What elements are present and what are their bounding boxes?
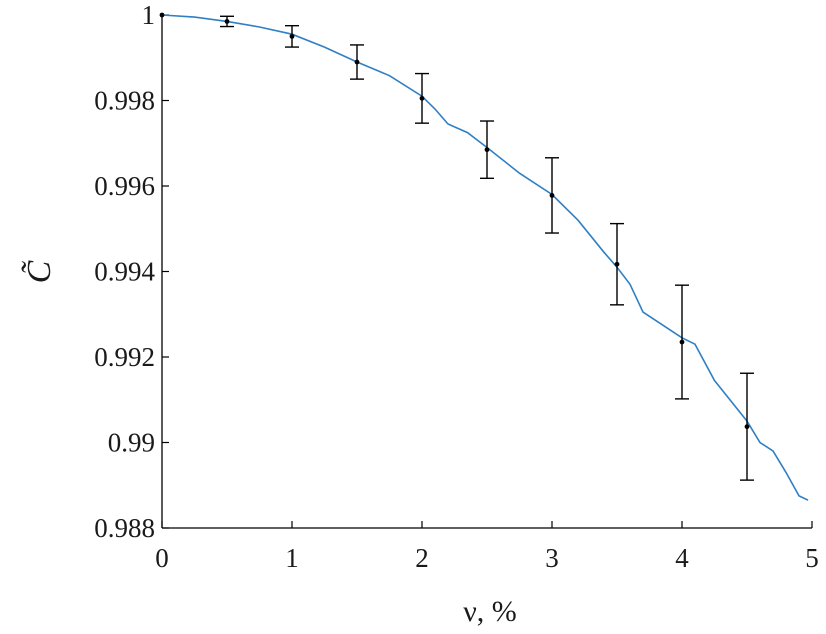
data-point <box>549 193 555 198</box>
y-tick-label: 0.99 <box>108 428 155 458</box>
ticks <box>161 14 813 529</box>
y-axis-label: C̃ <box>20 260 58 283</box>
data-point <box>289 33 295 39</box>
y-tick-label: 0.994 <box>94 257 155 287</box>
x-tick-label: 4 <box>675 543 689 573</box>
axes <box>161 15 812 529</box>
x-tick-label: 5 <box>805 543 819 573</box>
tick-labels: 0 1 2 3 4 5 0.988 0.99 0.992 0.994 0.996 0.998 1 <box>94 0 819 573</box>
x-tick-label: 3 <box>545 543 559 573</box>
data-point <box>354 59 360 65</box>
y-tick-label: 0.996 <box>94 171 155 201</box>
x-tick-label: 2 <box>415 543 429 573</box>
y-tick-label: 0.988 <box>94 513 155 543</box>
data-point <box>744 424 750 430</box>
y-tick-label: 0.998 <box>94 86 155 116</box>
data-point <box>679 339 685 345</box>
data-point <box>419 95 425 101</box>
y-tick-label: 0.992 <box>94 342 155 372</box>
data-point <box>224 19 230 24</box>
errorbar-layer <box>159 12 754 481</box>
x-axis-label: ν, % <box>463 595 517 628</box>
curve-layer <box>161 14 809 501</box>
y-tick-label: 1 <box>142 0 156 30</box>
series-curve <box>161 14 809 501</box>
data-point <box>159 12 165 18</box>
data-point <box>614 261 620 267</box>
data-point <box>484 147 490 153</box>
x-tick-label: 0 <box>155 543 169 573</box>
x-tick-label: 1 <box>285 543 299 573</box>
